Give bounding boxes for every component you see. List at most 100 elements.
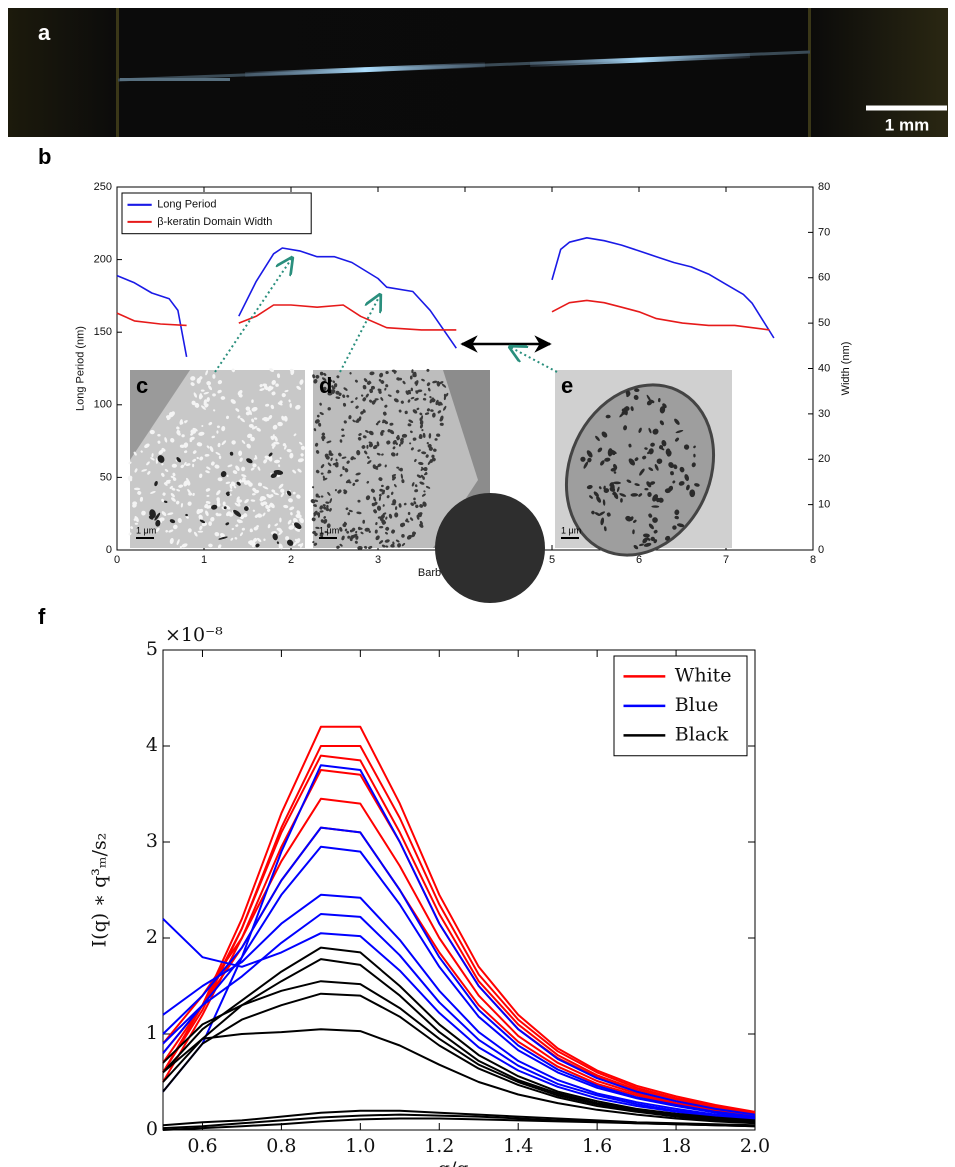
particle (161, 498, 164, 502)
particle (378, 540, 384, 544)
particle (310, 499, 316, 504)
particle (236, 519, 241, 524)
particle (674, 509, 680, 516)
particle (206, 381, 212, 386)
y-tick-label: 0 (146, 1118, 158, 1140)
particle (640, 468, 645, 474)
particle (137, 491, 142, 495)
particle (250, 499, 256, 502)
particle (593, 491, 599, 497)
particle (598, 511, 606, 516)
particle (445, 392, 449, 397)
particle (395, 389, 400, 394)
particle (394, 512, 399, 518)
particle (393, 484, 397, 488)
particle (205, 370, 209, 376)
particle (650, 536, 655, 542)
particle (346, 460, 350, 464)
particle (642, 537, 648, 544)
particle (313, 428, 317, 432)
particle (220, 471, 227, 478)
particle (197, 530, 204, 533)
particle (619, 493, 627, 497)
particle (634, 483, 640, 487)
particle (196, 377, 201, 384)
particle (356, 418, 361, 422)
particle (380, 484, 384, 488)
particle (408, 419, 414, 423)
particle (348, 415, 352, 420)
particle (230, 481, 236, 487)
particle (343, 490, 347, 495)
particle (206, 494, 210, 497)
particle (425, 485, 431, 489)
particle (413, 501, 417, 505)
particle (693, 453, 696, 458)
x-tick-label: 1.2 (424, 1135, 454, 1157)
particle (141, 469, 148, 472)
particle (172, 472, 176, 477)
particle (638, 427, 642, 433)
particle (279, 517, 282, 523)
particle (315, 450, 320, 454)
particle (279, 457, 282, 460)
particle (381, 491, 385, 495)
particle (277, 421, 283, 427)
particle (262, 486, 269, 490)
particle (427, 387, 431, 392)
particle (606, 512, 611, 517)
particle (216, 490, 221, 496)
particle (360, 531, 364, 535)
legend-box (121, 192, 312, 235)
x-tick-label: 7 (723, 554, 729, 566)
particle (190, 429, 194, 434)
particle (262, 383, 267, 387)
particle (335, 390, 340, 395)
particle (659, 406, 666, 414)
particle (648, 427, 652, 434)
particle (199, 473, 203, 478)
particle (193, 392, 197, 398)
y-tick-label: 1 (146, 1022, 158, 1044)
inset-label: c (136, 373, 148, 398)
particle (339, 527, 343, 532)
particle (402, 380, 406, 385)
particle (196, 508, 201, 515)
particle (241, 474, 247, 478)
particle (296, 510, 301, 515)
particle (398, 503, 402, 508)
particle (169, 519, 176, 524)
particle (674, 418, 680, 425)
particle (433, 448, 437, 452)
particle (273, 469, 284, 475)
particle (212, 393, 216, 397)
particle (211, 504, 218, 510)
particle (284, 389, 289, 393)
particle (403, 502, 407, 506)
particle (417, 512, 423, 517)
particle (396, 466, 400, 469)
particle (357, 545, 363, 550)
x-tick-label: 2.0 (740, 1135, 770, 1157)
particle (293, 522, 302, 530)
particle (385, 384, 389, 388)
particle (188, 492, 193, 496)
curve (162, 1117, 756, 1131)
particle (384, 464, 387, 468)
particle (393, 398, 399, 403)
particle (176, 489, 181, 492)
particle (419, 412, 423, 416)
panel-label: f (38, 604, 46, 629)
particle (220, 396, 226, 400)
particle (269, 502, 275, 509)
particle (276, 373, 281, 379)
particle (225, 415, 229, 420)
particle (196, 456, 199, 460)
particle (150, 457, 155, 461)
particle (632, 529, 635, 535)
particle (198, 514, 203, 521)
particle (419, 481, 425, 485)
particle (267, 508, 271, 512)
curve (162, 893, 756, 1120)
particle (377, 463, 382, 467)
